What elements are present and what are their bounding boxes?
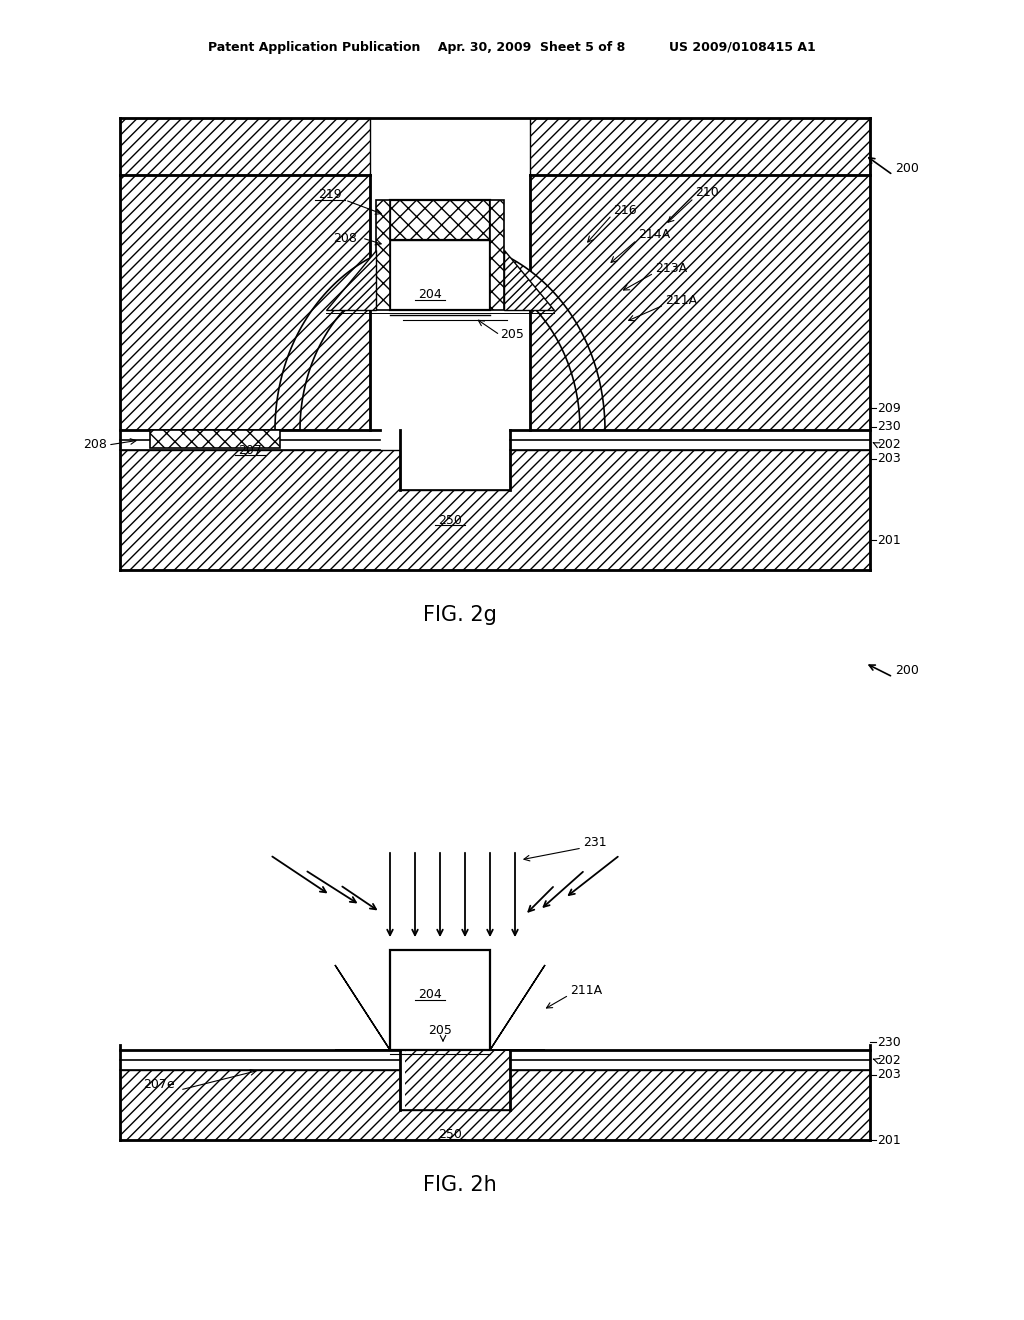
Text: 203: 203 [877, 453, 901, 466]
Text: 200: 200 [895, 664, 919, 676]
Bar [120, 117, 370, 176]
Text: 207: 207 [238, 444, 262, 457]
Text: 211A: 211A [665, 293, 697, 306]
Text: FIG. 2g: FIG. 2g [423, 605, 497, 624]
Bar [390, 950, 490, 1049]
Text: 208: 208 [83, 438, 106, 451]
Text: 211A: 211A [570, 983, 602, 997]
Text: 208: 208 [333, 231, 357, 244]
Text: 204: 204 [418, 989, 442, 1002]
Polygon shape [120, 1071, 870, 1140]
Bar [120, 176, 370, 430]
Text: 213A: 213A [655, 261, 687, 275]
Bar [150, 430, 280, 447]
Text: 216: 216 [613, 203, 637, 216]
Text: 209: 209 [877, 401, 901, 414]
Text: 219: 219 [318, 189, 342, 202]
Text: 250: 250 [438, 1129, 462, 1142]
Text: 207e: 207e [143, 1078, 175, 1092]
Bar [376, 201, 390, 310]
Text: 230: 230 [877, 421, 901, 433]
Text: 231: 231 [583, 836, 606, 849]
Text: 205: 205 [428, 1023, 452, 1036]
Text: 250: 250 [438, 513, 462, 527]
Polygon shape [504, 249, 554, 310]
Text: 202: 202 [877, 437, 901, 450]
Bar [390, 240, 490, 310]
Polygon shape [120, 450, 870, 570]
Text: 201: 201 [877, 1134, 901, 1147]
Text: 202: 202 [877, 1053, 901, 1067]
Text: 204: 204 [418, 289, 442, 301]
Text: 205: 205 [500, 329, 524, 342]
Text: 203: 203 [877, 1068, 901, 1081]
Text: FIG. 2h: FIG. 2h [423, 1175, 497, 1195]
Bar [390, 201, 490, 240]
Bar [530, 176, 870, 430]
Text: Patent Application Publication    Apr. 30, 2009  Sheet 5 of 8          US 2009/0: Patent Application Publication Apr. 30, … [208, 41, 816, 54]
Bar [406, 1049, 510, 1110]
Text: 214A: 214A [638, 228, 670, 242]
Bar [530, 117, 870, 176]
Polygon shape [275, 240, 605, 430]
Polygon shape [326, 249, 376, 310]
Bar [490, 201, 504, 310]
Text: 210: 210 [695, 186, 719, 199]
Text: 201: 201 [877, 533, 901, 546]
Text: 200: 200 [895, 161, 919, 174]
Polygon shape [335, 965, 390, 1049]
Text: 230: 230 [877, 1035, 901, 1048]
Polygon shape [490, 965, 545, 1049]
